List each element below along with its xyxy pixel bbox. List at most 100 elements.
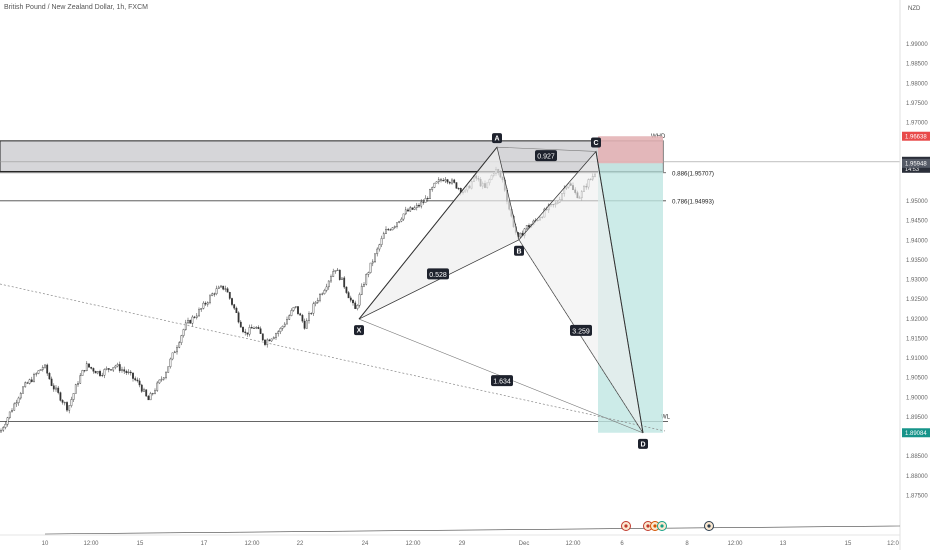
price-tick-label: 1.98500 [906, 62, 928, 68]
candle [442, 177, 445, 182]
candle-body [270, 338, 273, 342]
candle [418, 203, 420, 208]
candle-body [213, 293, 216, 295]
pattern-point-d[interactable]: D [638, 438, 648, 449]
candle-body [28, 379, 31, 384]
candle [167, 366, 170, 373]
event-icon[interactable] [621, 521, 631, 531]
candle-body [206, 302, 209, 305]
candle-body [345, 286, 348, 293]
time-tick-label: 29 [459, 541, 466, 547]
candle [59, 391, 62, 402]
candle-body [72, 393, 75, 400]
pattern-point-b[interactable]: B [514, 245, 524, 256]
candle-body [316, 300, 319, 303]
event-icon[interactable] [657, 521, 667, 531]
time-tick-label: 13 [780, 541, 787, 547]
candle-body [393, 226, 396, 228]
candle [30, 376, 33, 383]
candle [222, 285, 225, 291]
pattern-point-a[interactable]: A [492, 133, 502, 144]
candle-body [310, 313, 313, 315]
candle-body [48, 373, 51, 380]
candle [261, 333, 264, 342]
trend-line[interactable] [0, 283, 666, 432]
candle-body [347, 292, 350, 299]
stop-loss-zone[interactable] [598, 136, 663, 164]
candle-body [442, 180, 445, 182]
candle [385, 226, 387, 234]
candle [413, 205, 416, 211]
price-tick-label: 1.88000 [906, 474, 928, 480]
candle [70, 396, 73, 408]
candle [402, 213, 405, 221]
candle-body [299, 313, 302, 316]
candle-body [191, 316, 194, 324]
candle [41, 365, 44, 372]
candle-body [290, 310, 293, 316]
candle [33, 372, 35, 383]
candle-body [413, 207, 416, 210]
candle [178, 341, 181, 349]
ratio-label[interactable]: 0.927 [535, 150, 557, 162]
candle [226, 287, 229, 293]
candle [123, 366, 126, 374]
cd-leg[interactable] [595, 151, 644, 434]
candle-body [244, 331, 247, 333]
candle-body [330, 276, 332, 282]
ratio-label[interactable]: 3.259 [570, 324, 592, 336]
candle [363, 282, 365, 288]
symbol-line: British Pound / New Zealand Dollar, 1h, … [4, 4, 148, 11]
candle [398, 220, 401, 224]
whd-zone[interactable] [0, 140, 664, 172]
candle-body [96, 371, 99, 374]
candle [19, 391, 22, 400]
price-marker[interactable]: 1.95948 [902, 158, 930, 168]
candle-body [422, 201, 425, 203]
zones-layer: WHDWL0.886(1.95707)0.786(1.94993) [0, 134, 900, 433]
candle-body [74, 384, 77, 394]
candle-body [435, 181, 438, 184]
price-tick-label: 1.89500 [906, 415, 928, 421]
ratio-label[interactable]: 1.634 [491, 375, 513, 387]
candle [257, 325, 260, 330]
candle [44, 363, 46, 369]
event-icon-dot [653, 524, 657, 528]
candle-body [308, 313, 310, 321]
candle-body [30, 379, 33, 382]
candle-body [446, 179, 449, 183]
candle-body [147, 395, 150, 401]
ratio-label[interactable]: 0.528 [427, 268, 449, 280]
candle-body [222, 285, 225, 290]
candle [415, 202, 418, 211]
candle-body [94, 371, 97, 374]
price-marker[interactable]: 1.89084 [902, 428, 930, 438]
ac-line[interactable] [496, 146, 597, 152]
candle-body [378, 244, 381, 250]
harmonic-pattern[interactable]: X A B C D 0.528 0.927 3.259 1.634 [354, 133, 648, 449]
candle-body [2, 427, 5, 431]
candle [191, 315, 194, 327]
candle-body [239, 321, 242, 328]
candle [525, 225, 528, 230]
time-tick-label: 12:00 [565, 541, 581, 547]
candle [138, 378, 141, 388]
event-icon[interactable] [704, 521, 714, 531]
candle-body [123, 369, 126, 372]
candle-body [376, 248, 379, 255]
candle [187, 317, 189, 325]
xa-leg[interactable] [358, 146, 498, 320]
price-marker-bg [902, 131, 930, 141]
candle [28, 378, 31, 385]
candle [57, 385, 60, 395]
fib-level-label: 0.886(1.95707) [672, 170, 714, 177]
candle-body [407, 209, 409, 212]
candle [253, 326, 255, 329]
price-marker[interactable]: 1.96638 [902, 131, 930, 141]
candle [83, 370, 86, 373]
candle [332, 268, 335, 278]
candle-body [338, 269, 341, 280]
pattern-point-c[interactable]: C [591, 137, 601, 148]
pattern-point-x[interactable]: X [354, 325, 364, 336]
